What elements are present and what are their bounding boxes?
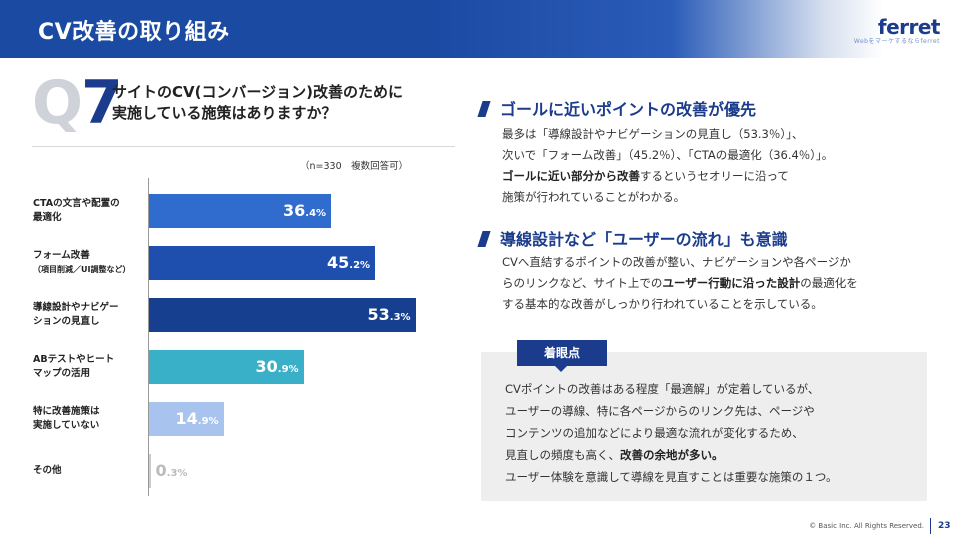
section1-title: ゴールに近いポイントの改善が優先 [500,100,757,119]
insight-line-2: ユーザーの導線、特に各ページからのリンク先は、ページや [505,404,815,418]
section2-heading: 導線設計など「ユーザーの流れ」も意識 [477,226,788,250]
insight-line-4: 見直しの頻度も高く、改善の余地が多い。 [505,444,915,466]
section2-line-3: する基本的な改善がしっかり行われていることを示している。 [502,297,823,311]
section1-emphasis: ゴールに近い部分から改善 [502,169,640,183]
logo-wordmark: ferret [877,15,941,39]
bar-5 [149,402,224,436]
category-label-1: CTAの文言や配置の 最適化 [33,198,120,223]
insight-line-1: CVポイントの改善はある程度「最適解」が定着しているが、 [505,382,820,396]
section2-body: CVへ直結するポイントの改善が整い、ナビゲーションや各ページか らのリンクなど、… [502,252,922,315]
bar-value-label-6: 0.3% [155,461,188,480]
section2-line-1: CVへ直結するポイントの改善が整い、ナビゲーションや各ページか [502,255,851,269]
insight-line-4-start: 見直しの頻度も高く、 [505,448,620,462]
section1-line-3: ゴールに近い部分から改善するというセオリーに沿って [502,166,922,187]
copyright: © Basic Inc. All Rights Reserved. [809,522,924,530]
divider [32,146,455,147]
slash-icon [477,101,491,117]
section1-line-1: 最多は「導線設計やナビゲーションの見直し（53.3％）」、 [502,127,804,141]
bar-chart: CTAの文言や配置の 最適化 フォーム改善 （項目削減／UI調整など） 導線設計やナビゲ… [0,172,460,502]
bar-4 [149,350,304,384]
page-title: CV改善の取り組み [38,20,230,45]
question-line-1: サイトのCV(コンバージョン)改善のために [112,83,404,101]
insight-body: CVポイントの改善はある程度「最適解」が定着しているが、 ユーザーの導線、特に各… [505,378,915,488]
section2-title: 導線設計など「ユーザーの流れ」も意識 [500,230,788,249]
slash-icon [477,231,491,247]
bar-value-label-1: 36.4% [283,201,327,220]
bar-value-label-2: 45.2% [327,253,371,272]
category-label-4: ABテストやヒート マップの活用 [33,354,115,379]
page-number: 23 [938,521,951,531]
bar-value-label-4: 30.9% [255,357,299,376]
section2-line-2-rest: の最適化を [800,276,858,290]
insight-line-3: コンテンツの追加などにより最適な流れが変化するため、 [505,426,804,440]
header-bar: CV改善の取り組み ferret Webをマーケするならferret [0,0,960,58]
bar-2 [149,246,375,280]
bar-area: 36.4% 45.2% 53.3% 30.9% 14.9% 0.3% [148,172,458,502]
bar-value-label-5: 14.9% [175,409,219,428]
bar-1 [149,194,331,228]
category-label-5: 特に改善施策は 実施していない [33,406,100,431]
question-line-2: 実施している施策はありますか？ [112,104,337,122]
sample-note: （n=330 複数回答可） [300,161,409,172]
logo-tagline: Webをマーケするならferret [853,38,940,45]
bar-3 [149,298,416,332]
section1-body: 最多は「導線設計やナビゲーションの見直し（53.3％）」、 次いで「フォーム改善… [502,124,922,208]
category-label-6: その他 [33,465,62,476]
section1-line-3-rest: するというセオリーに沿って [640,169,789,183]
section2-line-2: らのリンクなど、サイト上でのユーザー行動に沿った設計の最適化を [502,273,922,294]
section1-line-2: 次いで「フォーム改善」（45.2％）、「CTAの最適化（36.4％）」。 [502,148,834,162]
question-badge: Q7 [32,72,123,134]
ferret-logo: ferret Webをマーケするならferret [853,15,941,45]
footer-divider [930,518,931,534]
question-badge-letter: Q [32,68,83,138]
bar-6 [149,454,151,488]
insight-emphasis: 改善の余地が多い。 [620,448,724,462]
y-axis-line [148,178,149,496]
section2-emphasis: ユーザー行動に沿った設計 [662,276,801,290]
category-label-2: フォーム改善 （項目削減／UI調整など） [33,250,131,274]
bar-value-label-3: 53.3% [367,305,411,324]
question-text: サイトのCV(コンバージョン)改善のために 実施している施策はありますか？ [112,82,452,124]
insight-line-5: ユーザー体験を意識して導線を見直すことは重要な施策の１つ。 [505,470,838,484]
insight-tab: 着眼点 [517,340,607,372]
section2-line-2-start: らのリンクなど、サイト上での [502,276,663,290]
question-badge-number: 7 [81,68,123,138]
insight-box [481,352,927,501]
section1-heading: ゴールに近いポイントの改善が優先 [477,96,757,120]
category-label-3: 導線設計やナビゲー ションの見直し [33,302,119,327]
section1-line-4: 施策が行われていることがわかる。 [502,190,686,204]
